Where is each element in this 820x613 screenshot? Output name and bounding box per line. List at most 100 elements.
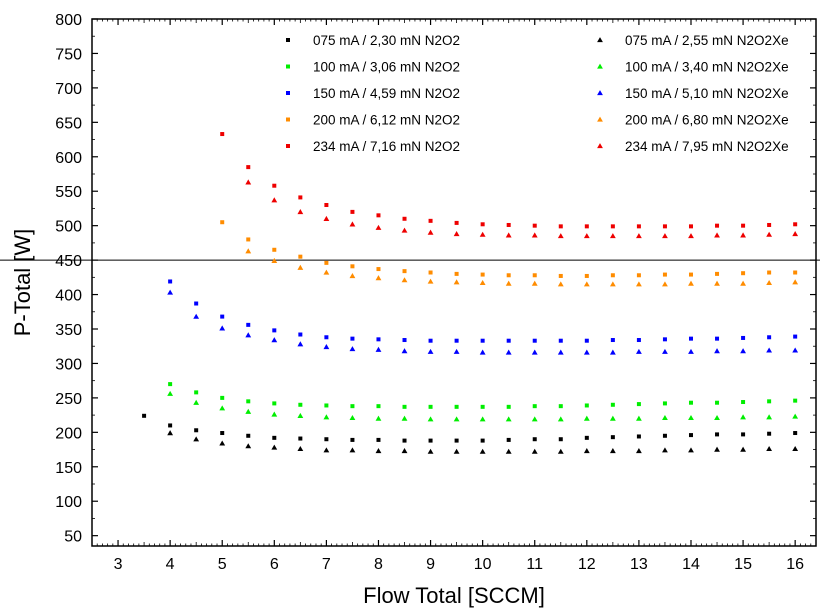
square-data-point: [272, 435, 277, 440]
square-data-point: [168, 382, 173, 387]
y-tick-label: 150: [55, 460, 82, 477]
triangle-data-point: [323, 414, 330, 420]
square-data-point: [428, 404, 433, 409]
x-tick-label: 13: [630, 556, 648, 573]
legend-item: 100 mA / 3,40 mN N2O2Xe: [597, 60, 789, 75]
triangle-data-point: [297, 264, 304, 270]
triangle-data-point: [297, 412, 304, 418]
square-data-point: [454, 338, 459, 343]
y-tick-label: 200: [55, 425, 82, 442]
triangle-data-point: [297, 208, 304, 215]
square-data-point: [402, 404, 407, 409]
square-data-point: [532, 437, 537, 442]
triangle-data-point: [792, 445, 799, 452]
square-data-point: [715, 271, 720, 276]
series-2: [168, 382, 798, 409]
triangle-data-point: [583, 233, 590, 239]
triangle-data-point: [323, 447, 330, 453]
triangle-data-point: [479, 231, 486, 237]
triangle-data-point: [766, 279, 773, 286]
triangle-data-point: [583, 281, 590, 287]
data-points: [142, 132, 799, 454]
square-data-point: [506, 273, 511, 278]
square-data-point: [767, 335, 772, 340]
square-data-point: [793, 334, 798, 339]
square-data-point: [376, 404, 381, 409]
square-data-point: [350, 437, 355, 442]
triangle-data-point: [453, 416, 460, 422]
triangle-data-point: [505, 448, 512, 454]
y-tick-label: 500: [55, 219, 82, 236]
triangle-data-point: [557, 416, 564, 422]
square-data-point: [480, 438, 485, 443]
triangle-data-point: [557, 349, 564, 355]
triangle-data-point: [740, 280, 746, 286]
triangle-data-point: [323, 215, 330, 221]
legend-triangle-marker: [597, 90, 603, 96]
triangle-data-point: [740, 232, 746, 238]
triangle-data-point: [583, 349, 590, 355]
square-data-point: [636, 338, 641, 343]
triangle-data-point: [479, 349, 486, 355]
square-data-point: [688, 400, 693, 405]
series-6: [167, 430, 799, 454]
square-data-point: [741, 432, 746, 437]
square-data-point: [636, 402, 641, 407]
square-data-point: [402, 438, 407, 443]
square-data-point: [558, 273, 563, 278]
triangle-data-point: [349, 273, 356, 279]
series-4: [220, 220, 798, 278]
square-data-point: [767, 222, 772, 227]
x-tick-label: 8: [374, 556, 383, 573]
y-tick-label: 800: [55, 12, 82, 29]
square-data-point: [324, 335, 329, 340]
square-data-point: [272, 247, 277, 252]
series-8: [167, 289, 799, 355]
triangle-data-point: [531, 280, 538, 286]
triangle-data-point: [193, 436, 200, 442]
triangle-data-point: [557, 281, 564, 287]
triangle-data-point: [401, 227, 408, 233]
plot-frame: [91, 18, 817, 547]
legend-triangle-marker: [597, 143, 603, 149]
triangle-data-point: [505, 232, 512, 238]
triangle-data-point: [505, 280, 512, 286]
series-1: [142, 413, 798, 443]
x-tick-label: 3: [114, 556, 123, 573]
triangle-data-point: [375, 415, 382, 421]
square-data-point: [715, 400, 720, 405]
triangle-data-point: [688, 280, 694, 286]
triangle-data-point: [714, 280, 720, 286]
triangle-data-point: [375, 224, 382, 230]
triangle-data-point: [427, 348, 434, 354]
triangle-data-point: [636, 348, 642, 354]
square-data-point: [428, 438, 433, 443]
triangle-data-point: [766, 231, 773, 237]
square-data-point: [428, 270, 433, 275]
triangle-data-point: [453, 448, 460, 454]
legend-item: 075 mA / 2,55 mN N2O2Xe: [597, 33, 789, 48]
square-data-point: [480, 272, 485, 277]
triangle-data-point: [271, 257, 278, 263]
y-tick-label: 650: [55, 115, 82, 132]
square-data-point: [376, 213, 381, 218]
triangle-data-point: [792, 279, 799, 285]
legend-square-marker: [286, 91, 290, 95]
triangle-data-point: [714, 232, 720, 238]
legend-item: 234 mA / 7,16 mN N2O2: [286, 139, 460, 154]
triangle-data-point: [766, 347, 773, 353]
y-tick-label: 100: [55, 494, 82, 511]
triangle-data-point: [740, 446, 746, 452]
y-tick-label: 750: [55, 46, 82, 63]
square-data-point: [636, 434, 641, 439]
legend-label: 150 mA / 4,59 mN N2O2: [313, 86, 460, 101]
square-data-point: [246, 237, 251, 242]
legend-label: 200 mA / 6,12 mN N2O2: [313, 113, 460, 128]
square-data-point: [532, 273, 537, 278]
square-data-point: [324, 403, 329, 408]
square-data-point: [636, 224, 641, 229]
triangle-data-point: [349, 221, 356, 227]
triangle-data-point: [792, 413, 799, 419]
square-data-point: [428, 218, 433, 223]
triangle-data-point: [479, 279, 486, 286]
